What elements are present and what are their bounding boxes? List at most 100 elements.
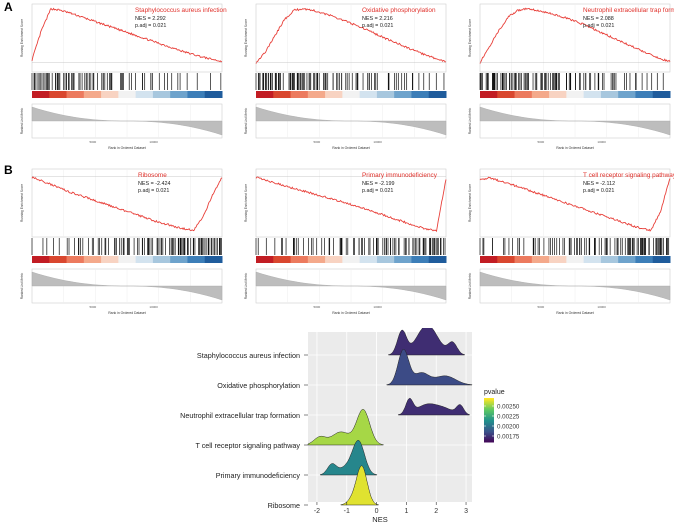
rank-color-segment xyxy=(566,91,585,98)
x-tick-label: 10000 xyxy=(597,305,606,309)
rank-color-segment xyxy=(652,91,671,98)
gsea-svg: Running Enrichment Score Ranked List Metr… xyxy=(20,168,223,315)
rank-color-segment xyxy=(256,256,274,263)
x-tick-label: 2 xyxy=(434,508,438,515)
nes-label: NES = 2.292 xyxy=(135,16,166,22)
gsea-plot-staphylococcus: Running Enrichment Score Ranked List Metr… xyxy=(18,2,236,152)
legend-gradient-step xyxy=(484,433,494,436)
legend-gradient-step xyxy=(484,405,494,408)
rank-color-segment xyxy=(170,91,188,98)
category-label: Oxidative phosphorylation xyxy=(217,381,300,390)
rank-color-segment xyxy=(187,91,206,98)
category-label: T cell receptor signaling pathway xyxy=(195,441,300,450)
legend-gradient-step xyxy=(484,427,494,430)
ridge-density-5 xyxy=(320,439,378,476)
legend-gradient-step xyxy=(484,422,494,425)
legend-gradient-step xyxy=(484,415,494,418)
nes-label: NES = 2.088 xyxy=(583,16,614,22)
gsea-svg: Running Enrichment Score Ranked List Metr… xyxy=(244,3,447,150)
rank-color-segment xyxy=(66,256,85,263)
rank-color-segment xyxy=(549,91,567,98)
rank-color-segment xyxy=(32,91,50,98)
nes-label: NES = 2.216 xyxy=(362,16,393,22)
rank-color-segment xyxy=(549,256,567,263)
legend-gradient-step xyxy=(484,406,494,409)
category-label: Primary immunodeficiency xyxy=(216,471,301,480)
rank-color-segment xyxy=(256,91,274,98)
legend-gradient-step xyxy=(484,400,494,403)
x-tick-label: 10000 xyxy=(149,140,158,144)
ridge-density-4 xyxy=(307,409,384,446)
padj-label: p.adj = 0.021 xyxy=(583,188,614,194)
rank-color-segment xyxy=(290,91,309,98)
rank-color-segment xyxy=(583,256,602,263)
metric-axis-label: Ranked List Metric xyxy=(20,272,24,299)
category-label: Ribosome xyxy=(268,501,300,510)
legend-label: 0.00175 xyxy=(497,434,520,441)
legend-gradient-step xyxy=(484,430,494,433)
es-axis-label: Running Enrichment Score xyxy=(20,19,24,57)
rank-color-segment xyxy=(273,256,292,263)
rank-color-segment xyxy=(152,256,171,263)
ridge-density-2 xyxy=(386,349,473,386)
legend-label: 0.00200 xyxy=(497,424,520,431)
legend-gradient-step xyxy=(484,402,494,405)
rank-color-segment xyxy=(394,91,412,98)
rank-color-segment xyxy=(49,256,68,263)
rank-color-segment xyxy=(83,91,102,98)
gsea-plot-neutrophil-trap: Running Enrichment Score Ranked List Metr… xyxy=(466,2,674,152)
gsea-svg: Running Enrichment Score Ranked List Metr… xyxy=(468,168,674,315)
x-tick-label: 10000 xyxy=(373,140,382,144)
ridge-density-3 xyxy=(397,397,470,416)
legend-gradient-step xyxy=(484,440,494,443)
legend-gradient-step xyxy=(484,418,494,421)
rank-color-segment xyxy=(428,91,447,98)
rank-color-segment xyxy=(376,91,395,98)
rank-color-segment xyxy=(290,256,309,263)
gsea-svg: Running Enrichment Score Ranked List Metr… xyxy=(20,3,227,150)
metric-axis-label: Ranked List Metric xyxy=(244,107,248,134)
metric-axis-label: Ranked List Metric xyxy=(20,107,24,134)
gsea-plot-oxidative-phosphorylation: Running Enrichment Score Ranked List Metr… xyxy=(242,2,460,152)
legend-gradient-step xyxy=(484,436,494,439)
ranked-metric-area xyxy=(31,271,223,301)
ridge-panel-background xyxy=(308,332,472,502)
x-axis-label: Rank in Ordered Dataset xyxy=(332,146,370,150)
gsea-plot-ribosome: Running Enrichment Score Ranked List Metr… xyxy=(18,167,236,317)
legend-gradient-step xyxy=(484,421,494,424)
x-tick-label: -1 xyxy=(344,508,350,515)
x-tick-label: 5000 xyxy=(313,305,320,309)
rank-color-segment xyxy=(618,256,636,263)
ranked-metric-area xyxy=(479,271,671,301)
legend-label: 0.00250 xyxy=(497,404,520,411)
ridge-density-1 xyxy=(388,328,465,356)
ranked-metric-area xyxy=(255,271,447,301)
gene-set-title: Neutrophil extracellular trap formation xyxy=(583,7,674,14)
es-axis-label: Running Enrichment Score xyxy=(468,184,472,222)
running-es-line xyxy=(255,7,447,64)
rank-color-segment xyxy=(497,256,516,263)
x-tick-label: 10000 xyxy=(373,305,382,309)
ranked-metric-area xyxy=(255,106,447,136)
legend-label: 0.00225 xyxy=(497,414,520,421)
nes-label: NES = -2.112 xyxy=(583,181,615,187)
gsea-svg: Running Enrichment Score Ranked List Metr… xyxy=(468,3,674,150)
rank-color-segment xyxy=(652,256,671,263)
rank-color-segment xyxy=(600,256,619,263)
legend-gradient-step xyxy=(484,411,494,414)
gsea-plot-primary-immunodeficiency: Running Enrichment Score Ranked List Metr… xyxy=(242,167,460,317)
rank-color-segment xyxy=(66,91,85,98)
rank-color-segment xyxy=(359,91,378,98)
rank-color-segment xyxy=(118,91,137,98)
rank-color-segment xyxy=(204,91,223,98)
es-axis-label: Running Enrichment Score xyxy=(244,19,248,57)
rank-color-segment xyxy=(618,91,636,98)
rank-color-segment xyxy=(325,91,343,98)
legend-title: pvalue xyxy=(484,389,505,396)
padj-label: p.adj = 0.021 xyxy=(583,23,614,29)
legend-gradient-step xyxy=(484,431,494,434)
gsea-svg: Running Enrichment Score Ranked List Metr… xyxy=(244,168,447,315)
rank-color-segment xyxy=(273,91,292,98)
rank-color-segment xyxy=(118,256,137,263)
padj-label: p.adj = 0.021 xyxy=(138,188,169,194)
